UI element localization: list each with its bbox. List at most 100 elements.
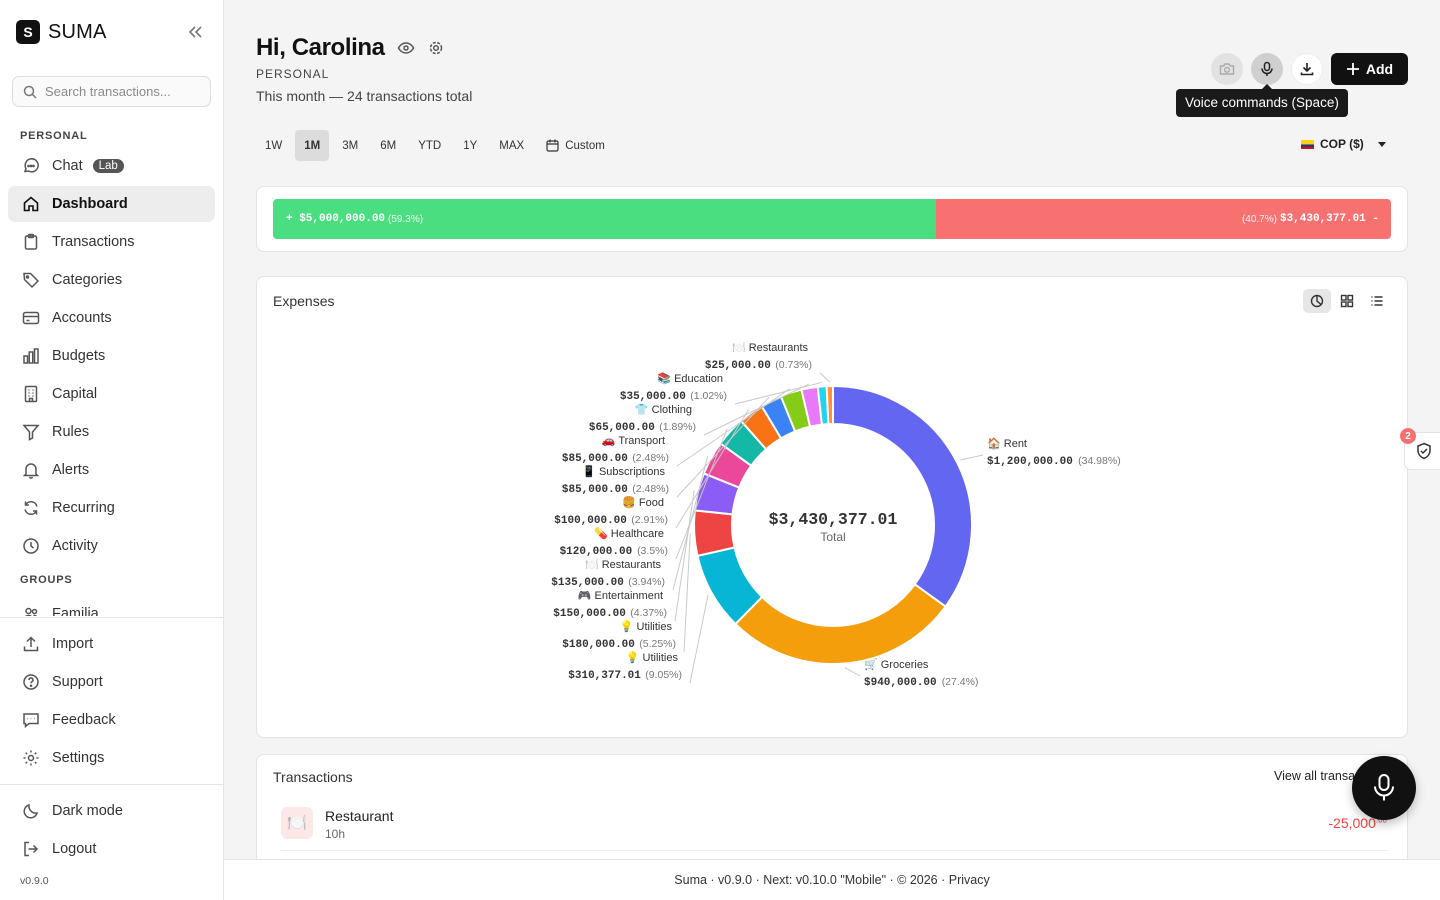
- voice-commands-button[interactable]: [1251, 53, 1283, 85]
- donut-slice-restaurants-12[interactable]: [825, 384, 834, 426]
- slice-percent-subscriptions-8: (2.48%): [632, 483, 669, 495]
- app-name: SUMA: [48, 20, 107, 43]
- expenses-donut-chart: 🏠 Rent $1,200,000.00 (34.98%) 🛒 Groceries $9…: [551, 341, 1120, 689]
- voice-fab-button[interactable]: [1352, 756, 1416, 820]
- range-1m[interactable]: 1M: [295, 130, 330, 161]
- sidebar-item-label: Budgets: [52, 348, 106, 364]
- range-3m[interactable]: 3M: [342, 139, 359, 152]
- personal-section-label: PERSONAL: [20, 130, 88, 142]
- sidebar-item-transactions[interactable]: Transactions: [8, 224, 215, 260]
- users-icon: [22, 605, 40, 616]
- add-button[interactable]: Add: [1331, 53, 1408, 85]
- search-box[interactable]: [12, 76, 211, 107]
- currency-selector[interactable]: COP ($): [1301, 137, 1386, 151]
- slice-label-food-7: 🍔 Food: [622, 496, 664, 509]
- slice-label-education-11: 📚 Education: [657, 372, 723, 385]
- slice-amount-utilities-3: $180,000.00: [562, 639, 635, 651]
- donut-view-button[interactable]: [1303, 289, 1331, 313]
- bar-chart-icon: [22, 347, 40, 365]
- donut-slice-utilities-3[interactable]: [693, 509, 736, 558]
- slice-label-restaurants-5: 🍽️ Restaurants: [585, 558, 662, 571]
- slice-amount-food-7: $100,000.00: [554, 515, 627, 527]
- currency-label: COP ($): [1320, 137, 1364, 151]
- view-toggle: [1301, 289, 1391, 313]
- sidebar-item-rules[interactable]: Rules: [8, 414, 215, 450]
- slice-percent-utilities-2: (9.05%): [645, 669, 682, 681]
- microphone-icon: [1371, 773, 1397, 803]
- expenses-card: Expenses 🏠 Rent $1,200,000.00 (34.98%) 🛒 Gr…: [256, 276, 1408, 738]
- expense-segment[interactable]: (40.7%) $3,430,377.01 -: [935, 199, 1391, 239]
- slice-label-subscriptions-8: 📱 Subscriptions: [582, 465, 665, 478]
- moon-icon: [22, 802, 40, 820]
- donut-slice-rent-0[interactable]: [832, 384, 973, 608]
- slice-label-healthcare-6: 💊 Healthcare: [594, 526, 664, 540]
- sidebar-item-dashboard[interactable]: Dashboard: [8, 186, 215, 222]
- range-max[interactable]: MAX: [499, 139, 525, 152]
- range-6m[interactable]: 6M: [380, 139, 397, 152]
- help-icon: [22, 673, 40, 691]
- add-label: Add: [1365, 61, 1394, 77]
- tag-icon: [22, 271, 40, 289]
- logo: S: [16, 20, 40, 44]
- sidebar-item-feedback[interactable]: Feedback: [8, 702, 215, 738]
- sidebar-item-label: Recurring: [52, 500, 115, 516]
- sidebar-item-familia[interactable]: Familia: [8, 596, 215, 616]
- sidebar-item-recurring[interactable]: Recurring: [8, 490, 215, 526]
- range-1w[interactable]: 1W: [265, 139, 283, 152]
- range-custom[interactable]: Custom: [537, 130, 614, 161]
- table-row[interactable]: 🍽️ Restaurant 10h -25,000.00: [281, 807, 1389, 851]
- slice-amount-restaurants-5: $135,000.00: [551, 577, 624, 589]
- sidebar-item-accounts[interactable]: Accounts: [8, 300, 215, 336]
- footer: Suma · v0.9.0 · Next: v0.10.0 "Mobile" ·…: [224, 859, 1440, 900]
- dark-mode-toggle[interactable]: Dark mode: [8, 793, 215, 829]
- sidebar-item-label: Categories: [52, 272, 123, 288]
- sidebar-item-capital[interactable]: Capital: [8, 376, 215, 412]
- logout-button[interactable]: Logout: [8, 831, 215, 867]
- slice-percent-healthcare-6: (3.5%): [637, 545, 668, 557]
- slice-label-transport-9: 🚗 Transport: [602, 435, 665, 447]
- slice-amount-rent-0: $1,200,000.00: [987, 456, 1073, 468]
- leader-line-restaurants-12: [819, 372, 831, 383]
- donut-slice-groceries-1[interactable]: [734, 582, 947, 665]
- plus-icon: [1346, 62, 1360, 76]
- collapse-sidebar-icon[interactable]: [186, 22, 204, 42]
- leader-line-entertainment-4: [674, 490, 695, 622]
- greeting: Hi, Carolina: [256, 34, 445, 62]
- search-input[interactable]: [45, 84, 205, 99]
- income-segment[interactable]: + $5,000,000.00 (59.3%): [273, 199, 936, 239]
- profile-tag: PERSONAL: [256, 67, 330, 81]
- view-all-transactions-link[interactable]: View all transactions: [1274, 769, 1359, 783]
- sidebar-item-support[interactable]: Support: [8, 664, 215, 700]
- leader-line-food-7: [675, 409, 749, 529]
- leader-line-rent-0: [960, 454, 984, 461]
- chevron-down-icon: [1377, 141, 1386, 147]
- sidebar-item-settings[interactable]: Settings: [8, 740, 215, 776]
- brand[interactable]: S SUMA: [16, 20, 107, 44]
- building-icon: [22, 385, 40, 403]
- sidebar-item-label: Transactions: [52, 234, 135, 250]
- calendar-icon: [546, 139, 559, 152]
- camera-button[interactable]: [1211, 53, 1243, 85]
- balance-bar: + $5,000,000.00 (59.3%) (40.7%) $3,430,3…: [273, 199, 1391, 239]
- sidebar-item-import[interactable]: Import: [8, 626, 215, 662]
- sidebar-item-budgets[interactable]: Budgets: [8, 338, 215, 374]
- gear-icon[interactable]: [427, 39, 445, 57]
- sidebar-item-alerts[interactable]: Alerts: [8, 452, 215, 488]
- income-percent: (59.3%): [388, 213, 424, 225]
- nav-scroll-area[interactable]: Chat Lab Dashboard Transactions Categori…: [8, 148, 215, 616]
- sidebar-item-activity[interactable]: Activity: [8, 528, 215, 564]
- list-view-button[interactable]: [1363, 289, 1391, 313]
- sidebar-item-chat[interactable]: Chat Lab: [8, 148, 215, 184]
- eye-icon[interactable]: [397, 39, 415, 57]
- range-ytd[interactable]: YTD: [418, 139, 442, 152]
- grid-view-button[interactable]: [1333, 289, 1361, 313]
- notification-badge: 2: [1400, 428, 1416, 444]
- range-1y[interactable]: 1Y: [463, 139, 478, 152]
- sidebar-item-label: Familia: [52, 606, 99, 616]
- sidebar-item-categories[interactable]: Categories: [8, 262, 215, 298]
- slice-label-groceries-1: 🛒 Groceries: [864, 658, 929, 671]
- home-icon: [22, 195, 40, 213]
- refresh-icon: [22, 499, 40, 517]
- download-button[interactable]: [1291, 53, 1323, 85]
- slice-amount-entertainment-4: $150,000.00: [553, 608, 626, 620]
